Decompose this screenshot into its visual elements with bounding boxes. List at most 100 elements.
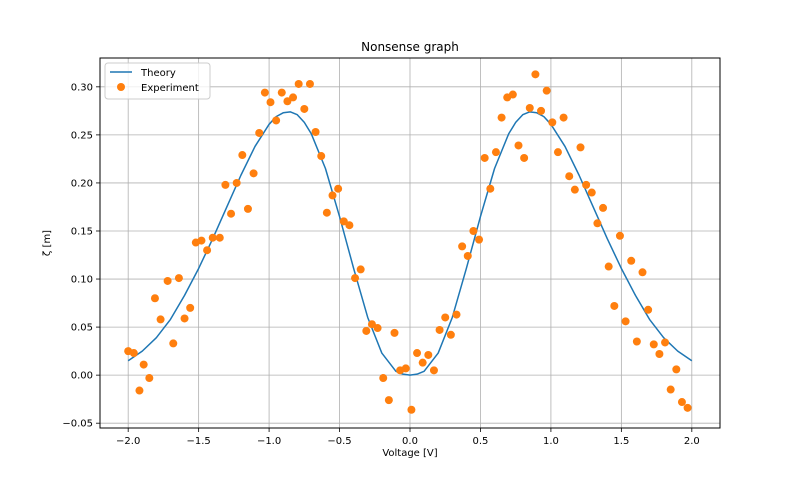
experiment-point	[621, 317, 630, 326]
experiment-point	[480, 153, 489, 162]
experiment-point	[169, 339, 178, 348]
experiment-point	[677, 398, 686, 407]
experiment-point	[215, 233, 224, 242]
experiment-point	[232, 178, 241, 187]
experiment-point	[156, 315, 165, 324]
y-tick-label: −0.05	[62, 419, 93, 430]
experiment-point	[197, 236, 206, 245]
experiment-point	[300, 104, 309, 113]
experiment-point	[322, 208, 331, 217]
series-layer	[124, 70, 693, 414]
experiment-point	[139, 360, 148, 369]
experiment-point	[180, 314, 189, 323]
experiment-point	[469, 226, 478, 235]
experiment-point	[260, 88, 269, 97]
experiment-point	[334, 184, 343, 193]
y-tick-label: 0.30	[71, 82, 93, 93]
experiment-point	[255, 128, 264, 137]
experiment-point	[655, 350, 664, 358]
experiment-point	[525, 103, 534, 112]
experiment-point	[243, 204, 252, 213]
experiment-point	[379, 374, 388, 383]
experiment-point	[542, 86, 551, 95]
legend-experiment-label: Experiment	[141, 83, 199, 94]
experiment-point	[661, 338, 670, 347]
experiment-point	[277, 88, 286, 97]
experiment-point	[491, 148, 500, 157]
experiment-point	[565, 172, 574, 181]
x-tick-label: 0.5	[473, 436, 489, 447]
experiment-point	[238, 151, 247, 160]
experiment-point	[362, 326, 371, 335]
experiment-point	[441, 313, 450, 322]
experiment-point	[221, 180, 230, 189]
legend: Theory Experiment	[104, 62, 211, 100]
legend-theory-label: Theory	[140, 68, 176, 79]
experiment-point	[289, 93, 298, 102]
experiment-point	[486, 184, 495, 193]
legend-experiment-swatch	[117, 83, 125, 91]
experiment-point	[129, 349, 138, 358]
experiment-point	[475, 235, 484, 244]
experiment-point	[227, 209, 236, 218]
experiment-point	[548, 118, 557, 127]
experiment-point	[367, 320, 376, 329]
y-tick-label: 0.00	[71, 371, 93, 382]
experiment-point	[632, 337, 641, 346]
experiment-point	[599, 203, 608, 212]
experiment-point	[413, 349, 422, 358]
experiment-point	[531, 70, 540, 79]
experiment-point	[587, 188, 596, 197]
experiment-point	[384, 396, 393, 405]
x-tick-label: 0.0	[402, 436, 418, 447]
experiment-point	[576, 143, 585, 152]
experiment-point	[452, 310, 461, 319]
experiment-point	[593, 219, 602, 228]
experiment-point	[638, 268, 647, 277]
experiment-point	[390, 328, 399, 337]
y-tick-label: 0.25	[71, 130, 93, 141]
experiment-point	[627, 256, 636, 265]
experiment-point	[508, 90, 517, 99]
chart-title: Nonsense graph	[361, 40, 459, 54]
theory-line	[127, 111, 693, 376]
experiment-point	[311, 128, 320, 136]
experiment-point	[514, 141, 523, 150]
experiment-point	[294, 79, 303, 88]
x-tick-label: 1.0	[543, 436, 559, 447]
experiment-point	[345, 221, 354, 230]
y-tick-label: 0.05	[71, 323, 93, 334]
experiment-point	[458, 242, 467, 251]
experiment-point	[373, 324, 382, 333]
experiment-point	[559, 113, 568, 122]
experiment-point	[672, 365, 681, 374]
x-tick-label: −1.0	[257, 436, 281, 447]
experiment-point	[317, 152, 326, 161]
experiment-point	[615, 231, 624, 240]
x-tick-label: 2.0	[684, 436, 700, 447]
experiment-point	[463, 251, 472, 260]
experiment-point	[520, 153, 529, 162]
experiment-point	[351, 274, 360, 283]
experiment-point	[272, 116, 281, 125]
experiment-point	[145, 374, 154, 383]
experiment-point	[339, 217, 348, 226]
experiment-point	[249, 169, 258, 178]
experiment-point	[435, 325, 444, 334]
experiment-point	[570, 185, 579, 194]
experiment-point	[208, 233, 217, 242]
x-tick-label: −2.0	[116, 436, 140, 447]
experiment-point	[186, 303, 195, 312]
experiment-point	[537, 106, 546, 115]
experiment-point	[283, 97, 292, 106]
experiment-point	[446, 330, 455, 339]
experiment-point	[401, 364, 410, 373]
experiment-point	[644, 305, 653, 314]
experiment-point	[429, 366, 438, 375]
experiment-point	[328, 191, 337, 200]
x-axis-label: Voltage [V]	[382, 448, 437, 459]
experiment-point	[666, 385, 675, 394]
experiment-point	[135, 386, 144, 395]
experiment-point	[203, 246, 212, 255]
